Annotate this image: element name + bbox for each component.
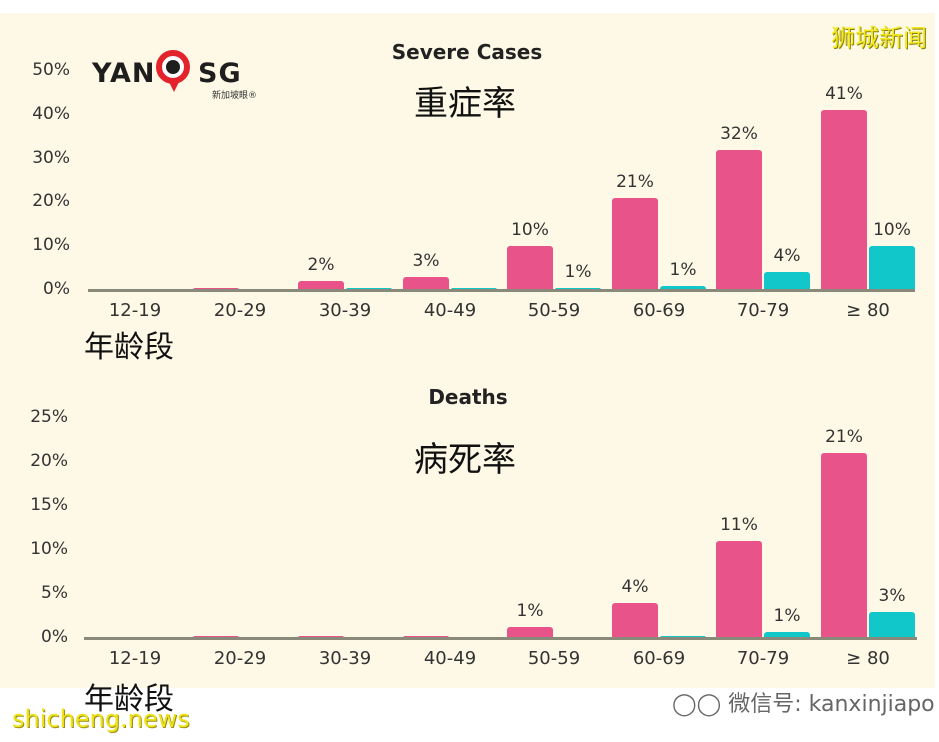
y-tick-label: 15% bbox=[30, 495, 68, 515]
bar-teal bbox=[869, 246, 915, 290]
bar-pink bbox=[612, 198, 658, 290]
bar-value-label: 11% bbox=[720, 515, 758, 536]
logo-text-left: YAN bbox=[92, 58, 156, 89]
bar-pink bbox=[821, 110, 867, 290]
x-axis-label: 年龄段 bbox=[84, 330, 174, 365]
bar-value-label: 4% bbox=[773, 246, 801, 267]
x-tick-label: 70-79 bbox=[736, 300, 790, 321]
x-tick-label: 30-39 bbox=[318, 648, 372, 669]
location-pin-icon bbox=[156, 50, 190, 84]
y-tick-label: 20% bbox=[30, 451, 68, 471]
bar-teal bbox=[660, 285, 706, 290]
chart-subtitle-zh: 重症率 bbox=[414, 84, 516, 124]
chart-title: Severe Cases bbox=[391, 40, 543, 64]
wechat-id-text: 微信号: kanxinjiapo bbox=[728, 692, 935, 717]
bar-pink bbox=[403, 276, 449, 290]
x-tick-label: ≥ 80 bbox=[846, 300, 890, 321]
x-axis-line bbox=[88, 289, 915, 292]
bar-teal bbox=[764, 272, 810, 290]
chart-title: Deaths bbox=[428, 385, 508, 409]
y-tick-label: 0% bbox=[41, 627, 68, 647]
bar-value-label: 4% bbox=[621, 576, 649, 597]
x-tick-label: 30-39 bbox=[318, 300, 372, 321]
x-tick-label: 40-49 bbox=[423, 648, 477, 669]
y-tick-label: 0% bbox=[43, 279, 70, 299]
bar-pink bbox=[507, 626, 553, 638]
bar-pink bbox=[507, 246, 553, 290]
bar-pink bbox=[298, 281, 344, 290]
x-tick-label: 60-69 bbox=[632, 300, 686, 321]
x-tick-label: 60-69 bbox=[632, 648, 686, 669]
chart-subtitle-zh: 病死率 bbox=[414, 440, 516, 480]
bar-pink bbox=[193, 287, 239, 290]
bar-value-label: 1% bbox=[564, 261, 592, 282]
watermark-shicheng-zh: 狮城新闻 bbox=[831, 24, 927, 52]
bar-pink bbox=[716, 541, 762, 638]
chart-panel bbox=[0, 13, 935, 688]
x-tick-label: 50-59 bbox=[527, 300, 581, 321]
y-tick-label: 10% bbox=[32, 235, 70, 256]
bar-value-label: 10% bbox=[873, 220, 911, 241]
x-tick-label: 70-79 bbox=[736, 648, 790, 669]
wechat-id: ◯◯ 微信号: kanxinjiapo bbox=[672, 686, 935, 718]
bar-teal bbox=[764, 631, 810, 638]
x-tick-label: 50-59 bbox=[527, 648, 581, 669]
x-tick-label: 20-29 bbox=[213, 648, 267, 669]
y-tick-label: 30% bbox=[32, 147, 70, 168]
x-axis-label: 年龄段 bbox=[84, 682, 174, 717]
y-tick-label: 20% bbox=[32, 191, 70, 212]
bar-value-label: 3% bbox=[878, 585, 906, 606]
watermark-shicheng-news: shicheng.news bbox=[12, 705, 190, 733]
bar-value-label: 21% bbox=[825, 427, 863, 448]
y-tick-label: 5% bbox=[41, 583, 68, 603]
eye-icon bbox=[166, 60, 180, 74]
pin-tail-icon bbox=[168, 80, 180, 92]
logo-subtitle: 新加坡眼® bbox=[212, 91, 258, 101]
bar-value-label: 32% bbox=[720, 123, 758, 144]
bar-value-label: 1% bbox=[773, 605, 801, 626]
bar-value-label: 1% bbox=[669, 259, 697, 280]
y-tick-label: 10% bbox=[30, 539, 68, 559]
bar-value-label: 21% bbox=[616, 172, 654, 193]
bar-pink bbox=[716, 149, 762, 290]
bar-pink bbox=[821, 453, 867, 638]
bar-value-label: 3% bbox=[412, 250, 440, 271]
bar-value-label: 1% bbox=[516, 600, 544, 621]
x-tick-label: 12-19 bbox=[108, 300, 162, 321]
x-tick-label: 40-49 bbox=[423, 300, 477, 321]
bar-value-label: 2% bbox=[307, 255, 335, 276]
bar-value-label: 10% bbox=[511, 220, 549, 241]
x-tick-label: 12-19 bbox=[108, 648, 162, 669]
bar-teal bbox=[869, 611, 915, 638]
x-axis-line bbox=[84, 637, 917, 640]
x-tick-label: ≥ 80 bbox=[846, 648, 890, 669]
bar-teal bbox=[555, 287, 601, 290]
logo-text-right: SG bbox=[198, 58, 242, 89]
x-tick-label: 20-29 bbox=[213, 300, 267, 321]
y-tick-label: 25% bbox=[30, 407, 68, 427]
bar-value-label: 41% bbox=[825, 84, 863, 105]
bar-pink bbox=[612, 602, 658, 638]
y-tick-label: 40% bbox=[32, 103, 70, 124]
y-tick-label: 50% bbox=[32, 60, 70, 80]
wechat-icon: ◯◯ bbox=[672, 692, 729, 717]
